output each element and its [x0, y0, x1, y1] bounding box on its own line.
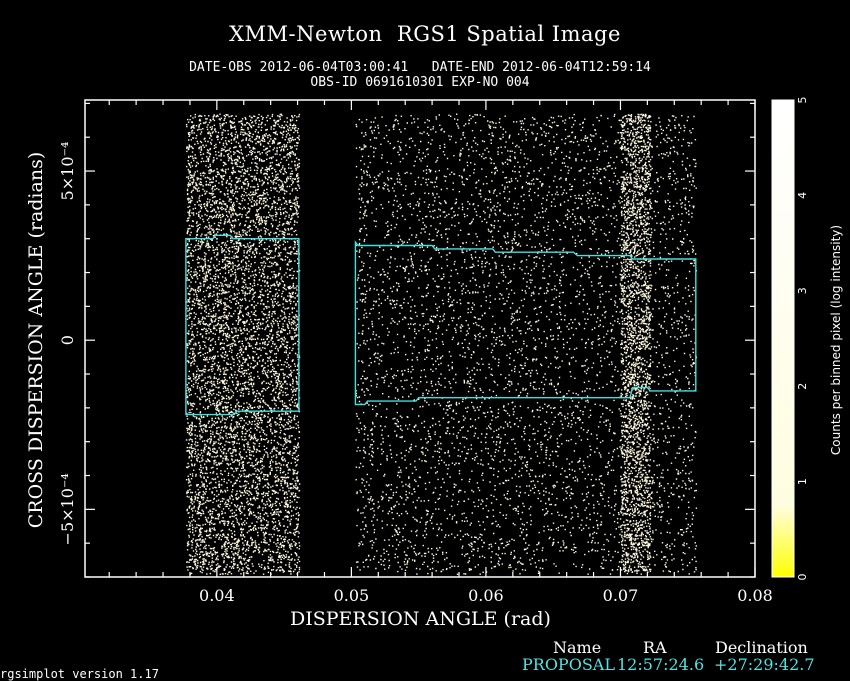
source-col-ra: RA — [643, 638, 667, 657]
chart-subtitle-obsid: OBS-ID 0691610301 EXP-NO 004 — [310, 75, 530, 90]
y-tick-label-3: −5×10⁻⁴ — [58, 473, 77, 545]
source-col-dec: Declination — [715, 638, 808, 657]
x-tick-label-2: 0.05 — [334, 586, 370, 605]
x-tick-label-4: 0.07 — [603, 586, 639, 605]
source-region-1 — [185, 234, 300, 416]
y-axis-label: CROSS DISPERSION ANGLE (radians) — [25, 151, 47, 529]
colorbar-tick-4: 4 — [796, 192, 809, 199]
x-axis-label: DISPERSION ANGLE (rad) — [290, 608, 551, 630]
ccd-chip-1 — [185, 113, 301, 575]
source-dec: +27:29:42.7 — [714, 655, 815, 674]
plot-frame — [84, 99, 756, 578]
x-tick-label-5: 0.08 — [737, 586, 773, 605]
source-col-name: Name — [553, 638, 602, 657]
colorbar-tick-2: 2 — [796, 383, 809, 390]
ccd-chip-2 — [355, 113, 698, 575]
colorbar-tick-3: 3 — [796, 287, 809, 294]
source-name: PROPOSAL — [522, 655, 615, 674]
source-ra: 12:57:24.6 — [617, 655, 705, 674]
x-tick-label-3: 0.06 — [468, 586, 504, 605]
footer-version: rgsimplot version 1.17 — [0, 667, 159, 681]
chart-subtitle-dates: DATE-OBS 2012-06-04T03:00:41 DATE-END 20… — [189, 60, 651, 75]
colorbar-label: Counts per binned pixel (log intensity) — [829, 224, 843, 456]
y-tick-label-1: 5×10⁻⁴ — [58, 142, 77, 201]
chart-title: XMM-Newton RGS1 Spatial Image — [229, 22, 621, 46]
y-tick-label-2: 0 — [58, 335, 77, 345]
source-region-2 — [354, 240, 697, 406]
x-tick-label-1: 0.04 — [199, 586, 235, 605]
colorbar-tick-1: 1 — [796, 478, 809, 485]
colorbar — [771, 99, 795, 578]
colorbar-tick-5: 5 — [796, 97, 809, 104]
colorbar-tick-0: 0 — [796, 574, 809, 581]
